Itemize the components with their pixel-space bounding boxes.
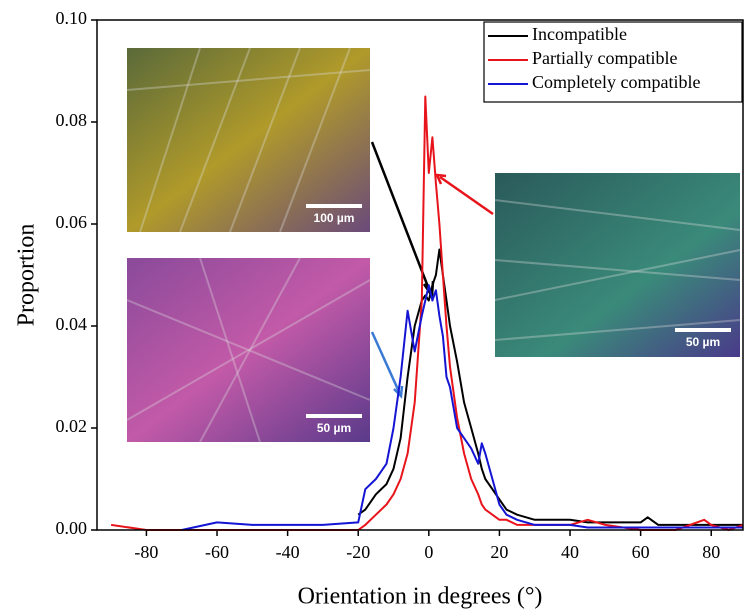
series-line [357, 248, 743, 526]
scale-bar-label: 50 µm [317, 421, 351, 435]
scale-bar-label: 50 µm [686, 335, 720, 349]
scale-bar-label: 100 µm [314, 211, 355, 225]
inset-image [127, 258, 370, 442]
x-tick-label: -60 [205, 542, 229, 562]
x-tick-label: 20 [490, 542, 508, 562]
x-tick-label: 80 [702, 542, 720, 562]
x-tick-label: -20 [346, 542, 370, 562]
inset-image [127, 48, 370, 232]
series-line [181, 284, 743, 531]
y-tick-label: 0.08 [56, 110, 88, 130]
x-tick-label: 0 [424, 542, 433, 562]
fiber-texture [126, 47, 741, 443]
y-tick-label: 0.00 [56, 518, 88, 538]
legend-label: Incompatible [532, 24, 627, 44]
y-tick-label: 0.02 [56, 416, 88, 436]
x-tick-label: -80 [134, 542, 158, 562]
scale-bar [306, 204, 362, 208]
x-axis-label: Orientation in degrees (°) [298, 584, 543, 610]
scale-bar [675, 328, 731, 332]
inset-image [495, 173, 740, 357]
arrows [370, 141, 494, 399]
y-axis-label: Proportion [14, 224, 40, 327]
legend [483, 21, 743, 103]
x-tick-label: 40 [561, 542, 579, 562]
scale-bar [306, 414, 362, 418]
y-tick-label: 0.04 [56, 314, 88, 334]
legend-label: Completely compatible [532, 72, 700, 92]
y-tick-label: 0.06 [56, 212, 88, 232]
x-tick-label: -40 [276, 542, 300, 562]
plot-frame [96, 19, 744, 531]
y-tick-label: 0.10 [56, 8, 88, 28]
legend-label: Partially compatible [532, 48, 677, 68]
x-tick-label: 60 [632, 542, 650, 562]
